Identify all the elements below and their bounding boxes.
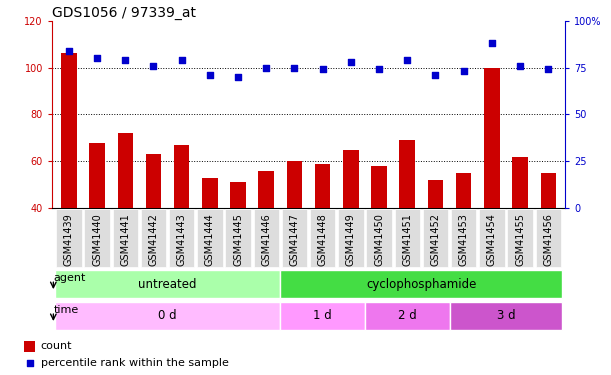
Bar xyxy=(174,145,189,208)
Point xyxy=(25,360,35,366)
FancyBboxPatch shape xyxy=(479,209,505,267)
Point xyxy=(487,40,497,46)
FancyBboxPatch shape xyxy=(280,302,365,330)
Point xyxy=(177,57,186,63)
FancyBboxPatch shape xyxy=(55,270,280,298)
Bar xyxy=(287,161,302,208)
Point xyxy=(459,68,469,74)
Point xyxy=(120,57,130,63)
Bar xyxy=(343,150,359,208)
Bar xyxy=(315,164,331,208)
Point xyxy=(346,59,356,65)
Text: percentile rank within the sample: percentile rank within the sample xyxy=(40,358,229,368)
FancyBboxPatch shape xyxy=(141,209,166,267)
Point xyxy=(92,55,102,61)
Point xyxy=(403,57,412,63)
Bar xyxy=(258,171,274,208)
Text: GSM41448: GSM41448 xyxy=(318,213,327,266)
FancyBboxPatch shape xyxy=(451,209,477,267)
FancyBboxPatch shape xyxy=(84,209,110,267)
FancyBboxPatch shape xyxy=(56,209,81,267)
Bar xyxy=(541,173,556,208)
Text: 1 d: 1 d xyxy=(313,309,332,322)
Point xyxy=(290,64,299,70)
Point xyxy=(148,63,158,69)
Point xyxy=(262,64,271,70)
FancyBboxPatch shape xyxy=(169,209,194,267)
Point xyxy=(431,72,441,78)
FancyBboxPatch shape xyxy=(536,209,561,267)
Point xyxy=(374,66,384,72)
FancyBboxPatch shape xyxy=(507,209,533,267)
FancyBboxPatch shape xyxy=(365,302,450,330)
Text: GSM41439: GSM41439 xyxy=(64,213,74,266)
Bar xyxy=(512,157,528,208)
Point xyxy=(318,66,327,72)
Text: count: count xyxy=(40,341,72,351)
Text: GSM41456: GSM41456 xyxy=(543,213,553,266)
FancyBboxPatch shape xyxy=(112,209,138,267)
FancyBboxPatch shape xyxy=(55,302,280,330)
Text: 0 d: 0 d xyxy=(158,309,177,322)
Text: GSM41444: GSM41444 xyxy=(205,213,215,266)
Bar xyxy=(400,140,415,208)
Text: GSM41445: GSM41445 xyxy=(233,213,243,266)
Bar xyxy=(89,142,105,208)
Bar xyxy=(202,178,218,208)
FancyBboxPatch shape xyxy=(423,209,448,267)
Text: GSM41449: GSM41449 xyxy=(346,213,356,266)
Text: time: time xyxy=(53,304,79,315)
Point xyxy=(205,72,214,78)
Bar xyxy=(61,54,76,208)
FancyBboxPatch shape xyxy=(310,209,335,267)
Point xyxy=(515,63,525,69)
Text: GSM41452: GSM41452 xyxy=(431,213,441,266)
Bar xyxy=(230,182,246,208)
Text: GDS1056 / 97339_at: GDS1056 / 97339_at xyxy=(52,6,196,20)
FancyBboxPatch shape xyxy=(197,209,222,267)
FancyBboxPatch shape xyxy=(367,209,392,267)
Text: GSM41455: GSM41455 xyxy=(515,213,525,266)
Point xyxy=(64,48,74,54)
Point xyxy=(543,66,553,72)
Bar xyxy=(117,133,133,208)
FancyBboxPatch shape xyxy=(338,209,364,267)
Text: GSM41454: GSM41454 xyxy=(487,213,497,266)
Text: 2 d: 2 d xyxy=(398,309,417,322)
Text: 3 d: 3 d xyxy=(497,309,515,322)
Text: GSM41446: GSM41446 xyxy=(262,213,271,266)
FancyBboxPatch shape xyxy=(450,302,562,330)
Text: GSM41451: GSM41451 xyxy=(402,213,412,266)
Text: agent: agent xyxy=(53,273,86,283)
Bar xyxy=(484,68,500,208)
Bar xyxy=(428,180,443,208)
Text: GSM41441: GSM41441 xyxy=(120,213,130,266)
Bar xyxy=(371,166,387,208)
Text: GSM41442: GSM41442 xyxy=(148,213,158,266)
FancyBboxPatch shape xyxy=(395,209,420,267)
Text: cyclophosphamide: cyclophosphamide xyxy=(366,278,477,291)
Text: GSM41450: GSM41450 xyxy=(374,213,384,266)
Bar xyxy=(145,154,161,208)
FancyBboxPatch shape xyxy=(254,209,279,267)
Text: GSM41440: GSM41440 xyxy=(92,213,102,266)
Bar xyxy=(456,173,472,208)
Text: GSM41453: GSM41453 xyxy=(459,213,469,266)
FancyBboxPatch shape xyxy=(280,270,562,298)
Text: untreated: untreated xyxy=(138,278,197,291)
Text: GSM41447: GSM41447 xyxy=(290,213,299,266)
Bar xyxy=(24,340,35,352)
FancyBboxPatch shape xyxy=(282,209,307,267)
FancyBboxPatch shape xyxy=(225,209,251,267)
Point xyxy=(233,74,243,80)
Text: GSM41443: GSM41443 xyxy=(177,213,186,266)
